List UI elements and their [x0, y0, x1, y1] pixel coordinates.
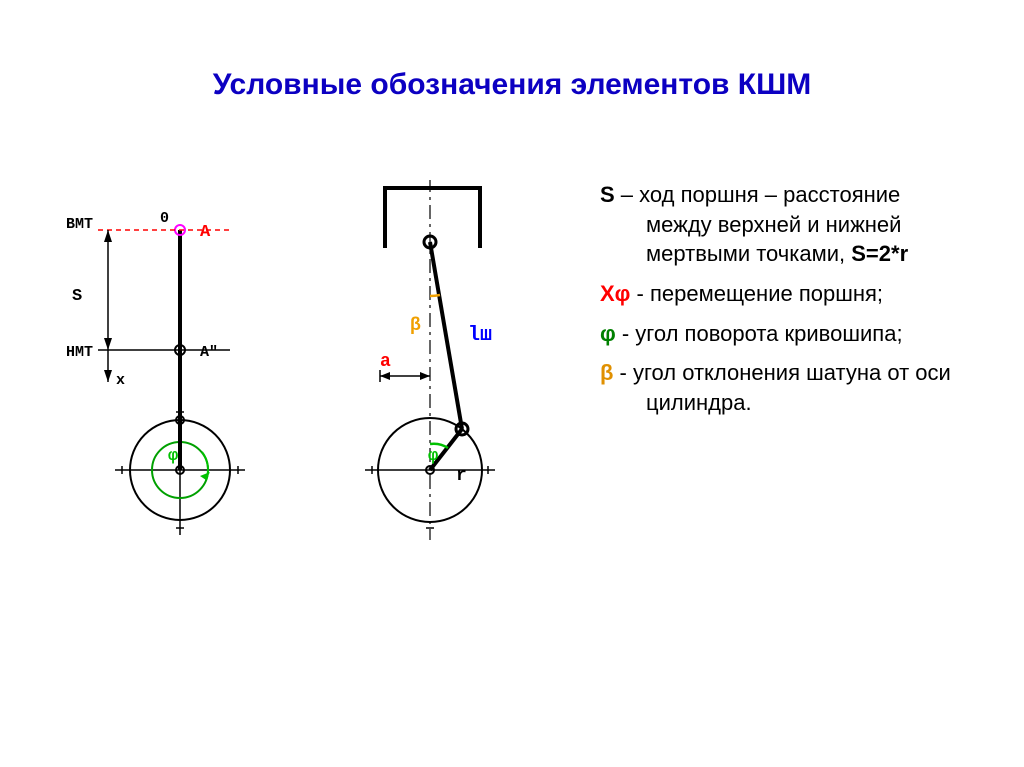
legend-item-s: S – ход поршня – расстояние между верхне… — [600, 180, 960, 269]
legend-item-xphi: Xφ - перемещение поршня; — [600, 279, 960, 309]
right-phi-label: φ — [428, 447, 438, 466]
legend-item-beta: β - угол отклонения шатуна от оси цилинд… — [600, 358, 960, 417]
legend-sym-s: S — [600, 182, 615, 207]
label-s: S — [72, 287, 82, 306]
kshm-svg: φ ВМТ 0 А S НМТ А" x — [60, 180, 580, 600]
label-a-dim: a — [380, 352, 391, 372]
label-zero: 0 — [160, 210, 169, 227]
diagram-area: φ ВМТ 0 А S НМТ А" x — [60, 180, 580, 620]
slide-title: Условные обозначения элементов КШМ — [0, 68, 1024, 102]
legend-extra-s: S=2*r — [851, 241, 908, 266]
legend-sym-beta: β — [600, 360, 613, 385]
left-phi-label: φ — [168, 447, 178, 466]
legend-sym-phi: φ — [600, 321, 616, 346]
label-r: r — [456, 466, 467, 486]
label-a2: А" — [200, 344, 218, 361]
legend-item-phi: φ - угол поворота кривошипа; — [600, 319, 960, 349]
right-schematic: β lш a φ r — [365, 180, 495, 540]
label-lsh: lш — [468, 324, 492, 347]
label-beta: β — [410, 316, 421, 336]
legend: S – ход поршня – расстояние между верхне… — [600, 180, 960, 428]
legend-text-beta: - угол отклонения шатуна от оси цилиндра… — [613, 360, 950, 415]
label-a: А — [200, 223, 211, 242]
legend-sym-xphi: Xφ — [600, 281, 630, 306]
legend-text-phi: - угол поворота кривошипа; — [616, 321, 903, 346]
label-hmt: НМТ — [66, 344, 93, 361]
label-x: x — [116, 372, 125, 389]
left-schematic: φ ВМТ 0 А S НМТ А" x — [66, 210, 245, 535]
legend-text-xphi: - перемещение поршня; — [630, 281, 883, 306]
label-bmt: ВМТ — [66, 216, 93, 233]
